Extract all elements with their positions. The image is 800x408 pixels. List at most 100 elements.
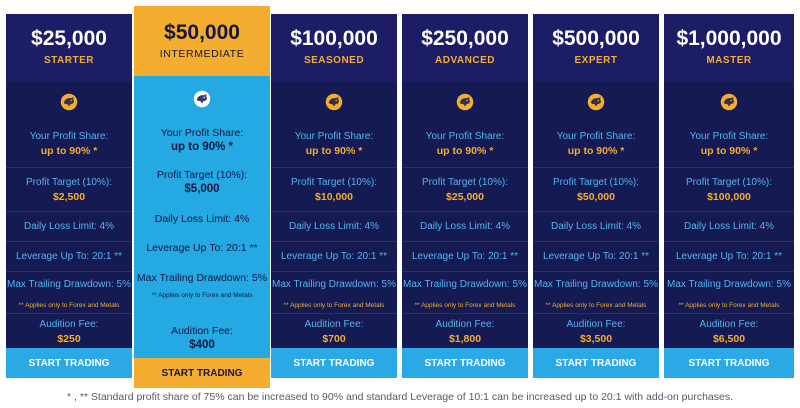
daily-loss-row: Daily Loss Limit: 4%	[271, 211, 397, 241]
profit-target-row: Profit Target (10%): $5,000	[134, 162, 270, 202]
plan-card-intermediate: $50,000 INTERMEDIATE Your Profit Share: …	[134, 6, 270, 388]
audition-fee-row: Audition Fee: $700	[271, 313, 397, 349]
profit-target-label: Profit Target (10%):	[291, 176, 377, 188]
start-trading-button[interactable]: START TRADING	[664, 348, 794, 378]
bull-logo-icon	[325, 93, 343, 111]
daily-loss-label: Daily Loss Limit: 4%	[550, 220, 642, 232]
daily-loss-label: Daily Loss Limit: 4%	[23, 220, 115, 232]
profit-share-row: Your Profit Share: up to 90% *	[664, 121, 794, 167]
leverage-row: Leverage Up To: 20:1 **	[271, 241, 397, 271]
leverage-row: Leverage Up To: 20:1 **	[402, 241, 528, 271]
profit-share-row: Your Profit Share: up to 90% *	[6, 121, 132, 167]
trailing-drawdown-label: Max Trailing Drawdown: 5%	[667, 278, 791, 290]
trailing-drawdown-row: Max Trailing Drawdown: 5%	[664, 271, 794, 297]
trailing-drawdown-label: Max Trailing Drawdown: 5%	[534, 278, 658, 290]
trailing-drawdown-label: Max Trailing Drawdown: 5%	[136, 272, 268, 284]
start-trading-button[interactable]: START TRADING	[6, 348, 132, 378]
trailing-drawdown-label: Max Trailing Drawdown: 5%	[272, 278, 396, 290]
applies-note: ** Applies only to Forex and Metals	[283, 301, 385, 309]
plan-icon-row	[664, 82, 794, 121]
profit-target-value: $5,000	[184, 183, 220, 195]
applies-note-row: ** Applies only to Forex and Metals	[402, 297, 528, 313]
trailing-drawdown-row: Max Trailing Drawdown: 5%	[6, 271, 132, 297]
profit-target-value: $25,000	[446, 190, 484, 203]
plan-card-expert: $500,000 EXPERT Your Profit Share: up to…	[533, 14, 659, 378]
audition-fee-label: Audition Fee:	[699, 318, 759, 330]
applies-note-row: ** Applies only to Forex and Metals	[134, 288, 270, 302]
leverage-row: Leverage Up To: 20:1 **	[664, 241, 794, 271]
plan-header: $500,000 EXPERT	[533, 14, 659, 82]
plan-icon-row	[6, 82, 132, 121]
audition-fee-value: $250	[57, 332, 81, 345]
plan-header: $250,000 ADVANCED	[402, 14, 528, 82]
applies-note-row: ** Applies only to Forex and Metals	[6, 297, 132, 313]
profit-target-row: Profit Target (10%): $2,500	[6, 167, 132, 211]
footnote: * , ** Standard profit share of 75% can …	[66, 391, 734, 403]
leverage-label: Leverage Up To: 20:1 **	[675, 250, 782, 262]
plan-icon-row	[271, 82, 397, 121]
plan-card-advanced: $250,000 ADVANCED Your Profit Share: up …	[402, 14, 528, 378]
applies-note: ** Applies only to Forex and Metals	[18, 301, 120, 309]
profit-target-label: Profit Target (10%):	[26, 176, 112, 188]
applies-note-row: ** Applies only to Forex and Metals	[664, 297, 794, 313]
audition-fee-label: Audition Fee:	[171, 325, 233, 337]
start-trading-button[interactable]: START TRADING	[533, 348, 659, 378]
start-trading-button[interactable]: START TRADING	[271, 348, 397, 378]
applies-note: ** Applies only to Forex and Metals	[151, 291, 253, 299]
leverage-row: Leverage Up To: 20:1 **	[533, 241, 659, 271]
profit-share-value: up to 90% *	[40, 145, 98, 157]
applies-note: ** Applies only to Forex and Metals	[414, 301, 516, 309]
plan-tier: INTERMEDIATE	[159, 48, 245, 60]
profit-share-row: Your Profit Share: up to 90% *	[134, 120, 270, 160]
audition-fee-value: $1,800	[448, 332, 482, 345]
trailing-drawdown-label: Max Trailing Drawdown: 5%	[403, 278, 527, 290]
plan-price: $50,000	[164, 21, 240, 44]
leverage-label: Leverage Up To: 20:1 **	[542, 250, 649, 262]
leverage-row: Leverage Up To: 20:1 **	[134, 234, 270, 262]
plan-tier: SEASONED	[303, 55, 365, 66]
audition-fee-row: Audition Fee: $250	[6, 313, 132, 349]
audition-fee-label: Audition Fee:	[435, 318, 495, 330]
audition-fee-row: Audition Fee: $6,500	[664, 313, 794, 349]
profit-target-value: $100,000	[707, 190, 751, 203]
profit-share-value: up to 90% *	[305, 145, 363, 157]
audition-fee-row: Audition Fee: $400	[134, 319, 270, 357]
profit-share-value: up to 90% *	[171, 141, 233, 153]
trailing-drawdown-row: Max Trailing Drawdown: 5%	[402, 271, 528, 297]
profit-share-value: up to 90% *	[436, 145, 494, 157]
daily-loss-row: Daily Loss Limit: 4%	[134, 205, 270, 233]
audition-fee-value: $3,500	[579, 332, 613, 345]
profit-share-value: up to 90% *	[567, 145, 625, 157]
profit-share-label: Your Profit Share:	[689, 131, 769, 142]
daily-loss-label: Daily Loss Limit: 4%	[419, 220, 511, 232]
start-trading-button[interactable]: START TRADING	[134, 358, 270, 388]
profit-share-label: Your Profit Share:	[556, 131, 636, 142]
profit-share-row: Your Profit Share: up to 90% *	[402, 121, 528, 167]
profit-share-value: up to 90% *	[700, 145, 758, 157]
profit-target-label: Profit Target (10%):	[686, 176, 772, 188]
audition-fee-label: Audition Fee:	[566, 318, 626, 330]
applies-note: ** Applies only to Forex and Metals	[678, 301, 780, 309]
profit-target-row: Profit Target (10%): $50,000	[533, 167, 659, 211]
profit-share-label: Your Profit Share:	[29, 131, 109, 142]
audition-fee-value: $6,500	[712, 332, 746, 345]
audition-fee-label: Audition Fee:	[39, 318, 99, 330]
applies-note-row: ** Applies only to Forex and Metals	[533, 297, 659, 313]
plan-header: $100,000 SEASONED	[271, 14, 397, 82]
bull-logo-icon	[587, 93, 605, 111]
plan-tier: ADVANCED	[435, 55, 495, 66]
profit-share-row: Your Profit Share: up to 90% *	[271, 121, 397, 167]
trailing-drawdown-row: Max Trailing Drawdown: 5%	[134, 264, 270, 292]
plan-price: $250,000	[421, 27, 509, 50]
daily-loss-row: Daily Loss Limit: 4%	[664, 211, 794, 241]
leverage-label: Leverage Up To: 20:1 **	[146, 242, 258, 254]
trailing-drawdown-label: Max Trailing Drawdown: 5%	[7, 278, 131, 290]
leverage-label: Leverage Up To: 20:1 **	[15, 250, 122, 262]
profit-share-label: Your Profit Share:	[425, 131, 505, 142]
profit-share-label: Your Profit Share:	[160, 127, 244, 139]
plan-card-seasoned: $100,000 SEASONED Your Profit Share: up …	[271, 14, 397, 378]
plan-header: $25,000 STARTER	[6, 14, 132, 82]
audition-fee-row: Audition Fee: $3,500	[533, 313, 659, 349]
profit-share-row: Your Profit Share: up to 90% *	[533, 121, 659, 167]
start-trading-button[interactable]: START TRADING	[402, 348, 528, 378]
